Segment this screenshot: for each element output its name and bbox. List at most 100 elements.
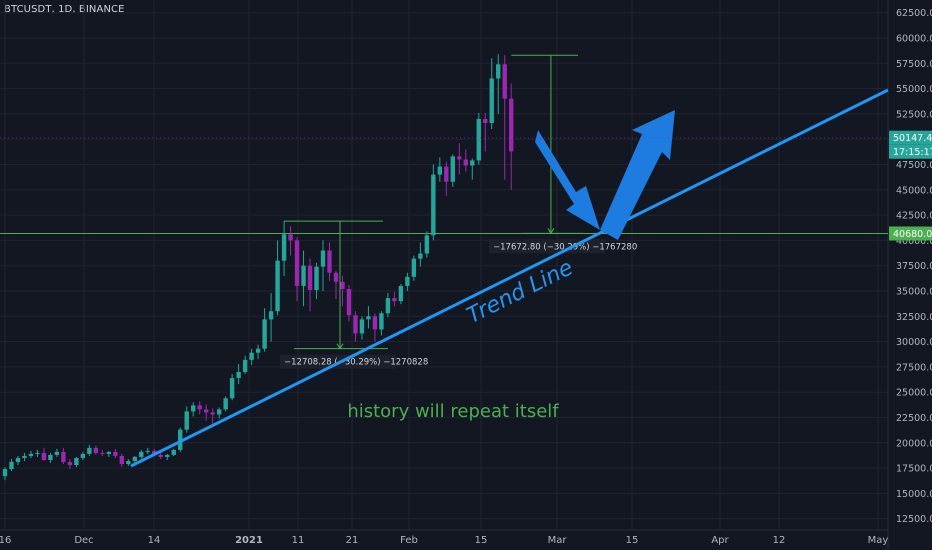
- candle-body: [106, 451, 112, 454]
- price-tag-bg: [889, 144, 932, 159]
- candle-body: [372, 316, 378, 330]
- price-tag-text: 50147.43: [893, 133, 932, 144]
- candle-body: [483, 118, 488, 124]
- candle-body: [178, 429, 183, 450]
- candle-body: [405, 276, 410, 286]
- candle-body: [281, 234, 287, 261]
- time-tick-label: May: [868, 535, 889, 546]
- candle-body: [61, 451, 66, 463]
- candle-body: [9, 462, 14, 470]
- time-tick-label: 15: [626, 535, 639, 546]
- candle-body: [22, 455, 27, 458]
- candle-body: [262, 319, 267, 349]
- price-tick-label: 30000.00: [896, 337, 932, 348]
- candle-body: [80, 453, 86, 458]
- candle-body: [470, 160, 475, 166]
- candles: [2, 54, 514, 481]
- measure-arrowhead: [336, 343, 344, 350]
- candle-body: [457, 156, 462, 160]
- candle-body: [392, 298, 397, 302]
- time-tick-label: Apr: [711, 535, 729, 546]
- candle-body: [424, 235, 430, 254]
- last-price-tag: 50147.43: [889, 130, 932, 145]
- candle-body: [236, 371, 241, 379]
- candle-body: [139, 451, 144, 457]
- time-tick-label: 2021: [235, 535, 263, 546]
- level-price-tag: 40680.00: [889, 226, 932, 241]
- candle-body: [165, 454, 170, 457]
- candle-body: [191, 405, 196, 412]
- candle-body: [294, 240, 300, 286]
- measure-annotation-1: −12708.28 (−30.29%) −1270828: [280, 220, 428, 369]
- candle-body: [288, 234, 293, 241]
- candle-body: [48, 454, 53, 461]
- candle-body: [119, 455, 125, 465]
- measure-arrowhead: [547, 228, 555, 235]
- candle-body: [301, 265, 306, 286]
- price-tick-label: 40000.00: [896, 236, 932, 247]
- candle-body: [67, 462, 73, 466]
- candle-body: [35, 452, 40, 454]
- candle-body: [450, 156, 456, 182]
- price-tick-label: 27500.00: [896, 362, 932, 373]
- candle-body: [431, 174, 436, 236]
- price-tick-label: 62500.00: [896, 8, 932, 19]
- measure-label: −12708.28 (−30.29%) −1270828: [284, 358, 428, 368]
- candle-body: [184, 411, 189, 430]
- price-tick-label: 35000.00: [896, 287, 932, 298]
- candle-body: [340, 281, 345, 289]
- measure-annotation-2: −17672.80 (−30.29%) −1767280: [489, 54, 637, 254]
- candle-body: [411, 258, 417, 277]
- down-arrow: [535, 130, 600, 230]
- candle-body: [307, 265, 313, 290]
- price-tick-label: 25000.00: [896, 388, 932, 399]
- candle-body: [418, 253, 423, 259]
- price-tick-label: 47500.00: [896, 160, 932, 171]
- candle-body: [54, 451, 60, 455]
- candle-body: [398, 285, 404, 302]
- candle-body: [216, 409, 222, 415]
- candle-body: [366, 316, 371, 320]
- measure-label-bg: [489, 239, 605, 254]
- candle-body: [87, 447, 92, 454]
- candle-body: [275, 260, 280, 312]
- candle-body: [2, 469, 8, 477]
- countdown-tag: 17:15:17: [889, 144, 932, 159]
- candle-body: [333, 272, 339, 282]
- candle-body: [509, 98, 514, 152]
- price-tick-label: 32500.00: [896, 312, 932, 323]
- candle-body: [100, 452, 105, 454]
- candle-body: [268, 311, 274, 320]
- price-tick-label: 57500.00: [896, 59, 932, 70]
- price-tag-text: 40680.00: [893, 229, 932, 240]
- candle-body: [223, 398, 228, 410]
- candle-body: [314, 266, 319, 290]
- price-tick-label: 12500.00: [896, 514, 932, 525]
- candle-body: [327, 250, 332, 273]
- candle-body: [132, 456, 137, 462]
- up-arrow: [600, 110, 675, 240]
- time-tick-label: 21: [346, 535, 359, 546]
- candle-body: [203, 409, 209, 413]
- candle-body: [74, 457, 79, 466]
- candle-body: [444, 166, 449, 182]
- candle-body: [320, 250, 326, 267]
- price-tick-label: 20000.00: [896, 438, 932, 449]
- candle-body: [463, 159, 468, 166]
- price-tick-label: 52500.00: [896, 109, 932, 120]
- price-tick-label: 55000.00: [896, 84, 932, 95]
- time-tick-label: 15: [475, 535, 488, 546]
- candle-body: [346, 288, 352, 316]
- trend-line: [130, 88, 889, 468]
- candle-body: [437, 166, 443, 175]
- price-tick-label: 45000.00: [896, 185, 932, 196]
- candle-body: [93, 447, 99, 453]
- measure-label: −17672.80 (−30.29%) −1767280: [493, 242, 637, 252]
- time-tick-label: 11: [292, 535, 305, 546]
- time-tick-label: 16: [0, 535, 11, 546]
- price-tick-label: 22500.00: [896, 413, 932, 424]
- time-tick-label: Feb: [400, 535, 418, 546]
- candle-body: [502, 64, 507, 99]
- candle-body: [113, 451, 118, 456]
